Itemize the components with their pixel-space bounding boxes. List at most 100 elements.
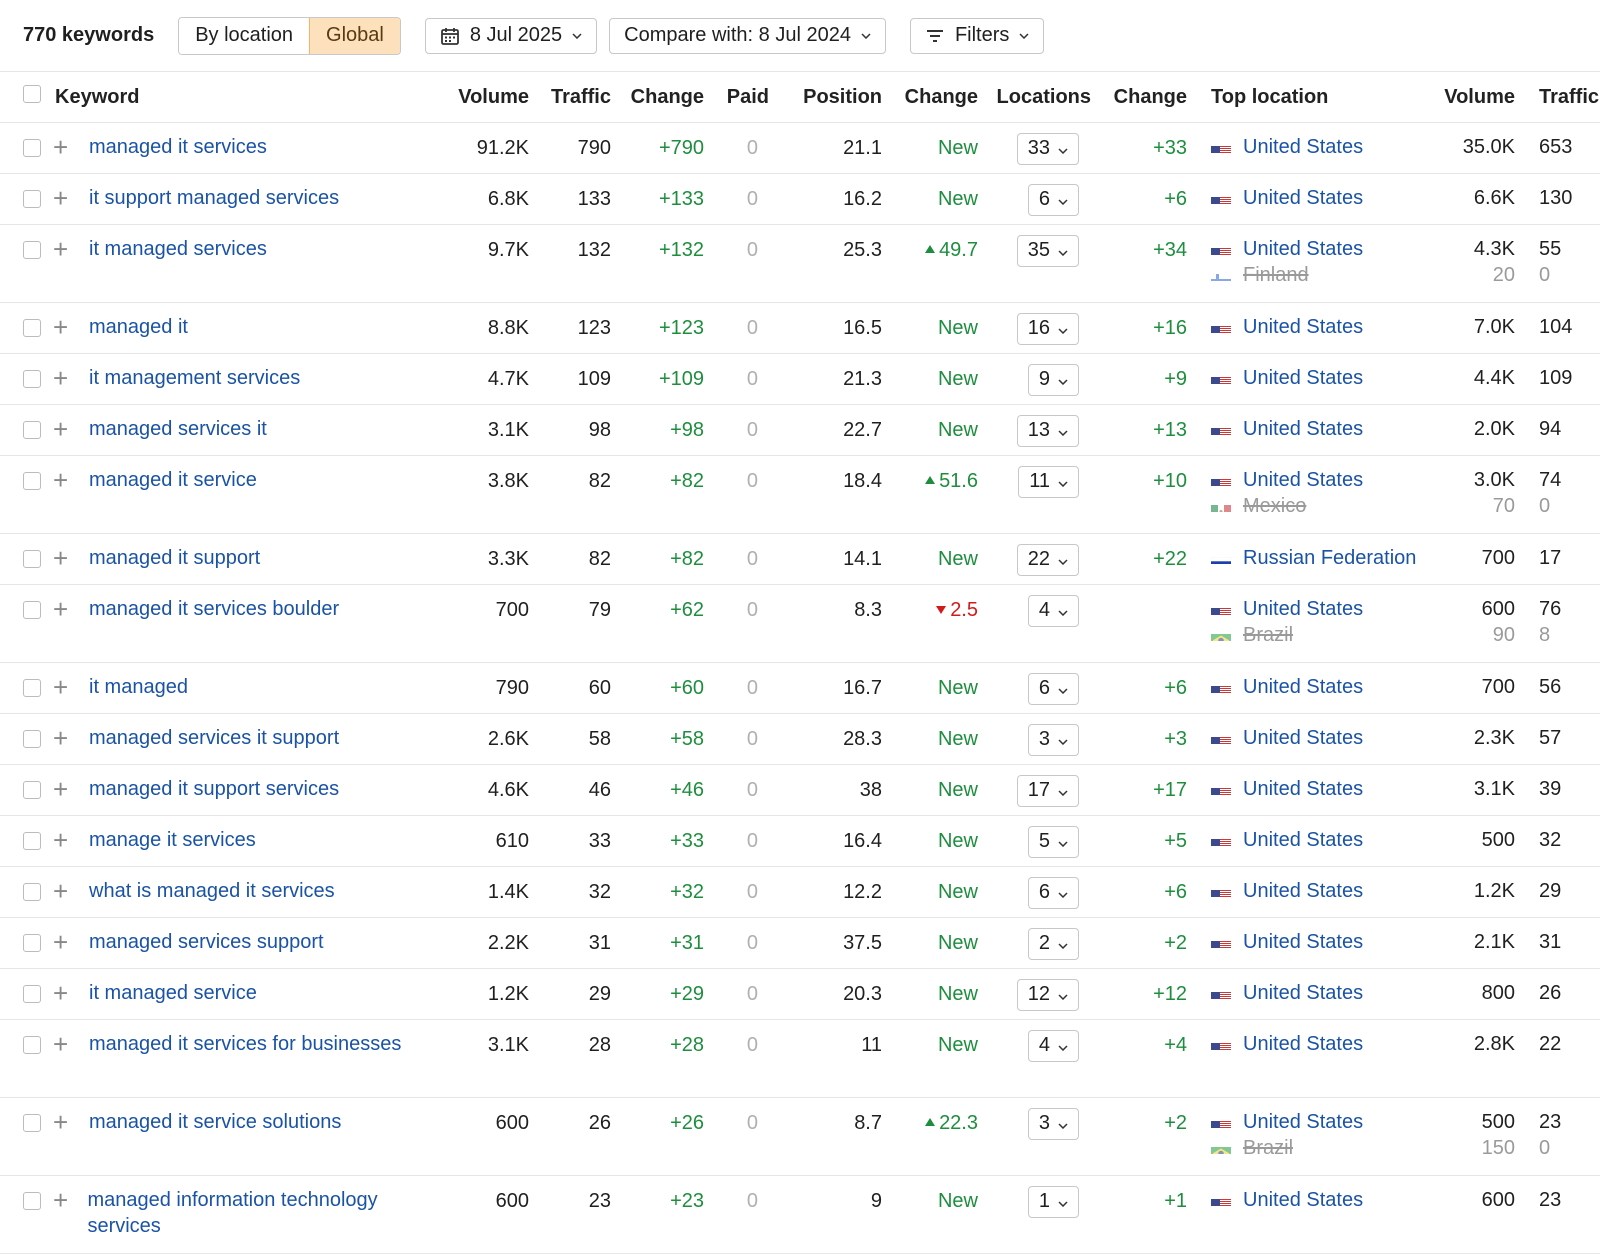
top-location-country[interactable]: United States xyxy=(1243,982,1364,1004)
locations-dropdown[interactable]: 5 xyxy=(1027,825,1079,858)
locations-dropdown[interactable]: 6 xyxy=(1027,672,1079,705)
keyword-link[interactable]: managed services support xyxy=(89,931,324,953)
row-checkbox[interactable] xyxy=(23,241,41,259)
add-keyword-icon[interactable]: + xyxy=(53,132,69,162)
col-position-change[interactable]: Change xyxy=(882,72,978,123)
row-checkbox[interactable] xyxy=(23,472,41,490)
row-checkbox[interactable] xyxy=(23,832,41,850)
row-checkbox[interactable] xyxy=(23,190,41,208)
row-checkbox[interactable] xyxy=(23,1192,41,1210)
row-checkbox[interactable] xyxy=(23,985,41,1003)
keyword-link[interactable]: managed it support services xyxy=(89,778,340,800)
locations-dropdown[interactable]: 17 xyxy=(1016,774,1079,807)
add-keyword-icon[interactable]: + xyxy=(53,672,69,702)
locations-dropdown[interactable]: 9 xyxy=(1027,363,1079,396)
row-checkbox[interactable] xyxy=(23,370,41,388)
locations-dropdown[interactable]: 33 xyxy=(1016,132,1079,165)
col-locations-change[interactable]: Change xyxy=(1091,72,1187,123)
add-keyword-icon[interactable]: + xyxy=(53,414,69,444)
top-location-country[interactable]: United States xyxy=(1243,187,1364,209)
locations-dropdown[interactable]: 6 xyxy=(1027,183,1079,216)
keyword-link[interactable]: managed it services xyxy=(89,136,267,158)
top-location-country[interactable]: United States xyxy=(1243,778,1364,800)
keyword-link[interactable]: it support managed services xyxy=(89,187,340,209)
row-checkbox[interactable] xyxy=(23,1036,41,1054)
keyword-link[interactable]: managed information technology services xyxy=(87,1189,378,1237)
row-checkbox[interactable] xyxy=(23,883,41,901)
top-location-country[interactable]: United States xyxy=(1243,136,1364,158)
locations-dropdown[interactable]: 35 xyxy=(1016,234,1079,267)
keyword-link[interactable]: it managed services xyxy=(89,238,267,260)
add-keyword-icon[interactable]: + xyxy=(53,183,69,213)
locations-dropdown[interactable]: 3 xyxy=(1027,1107,1079,1140)
add-keyword-icon[interactable]: + xyxy=(53,1185,69,1215)
keyword-link[interactable]: managed it xyxy=(89,316,188,338)
add-keyword-icon[interactable]: + xyxy=(53,774,69,804)
compare-date-picker[interactable]: Compare with: 8 Jul 2024 xyxy=(609,17,886,54)
select-all-checkbox[interactable] xyxy=(23,85,41,103)
add-keyword-icon[interactable]: + xyxy=(53,312,69,342)
top-location-country[interactable]: United States xyxy=(1243,1189,1364,1211)
top-location-country[interactable]: United States xyxy=(1243,238,1364,260)
row-checkbox[interactable] xyxy=(23,730,41,748)
add-keyword-icon[interactable]: + xyxy=(53,594,69,624)
add-keyword-icon[interactable]: + xyxy=(53,1107,69,1137)
locations-dropdown[interactable]: 3 xyxy=(1027,723,1079,756)
locations-dropdown[interactable]: 2 xyxy=(1027,927,1079,960)
add-keyword-icon[interactable]: + xyxy=(53,876,69,906)
add-keyword-icon[interactable]: + xyxy=(53,723,69,753)
locations-dropdown[interactable]: 13 xyxy=(1016,414,1079,447)
top-location-country[interactable]: United States xyxy=(1243,316,1364,338)
keyword-link[interactable]: it management services xyxy=(89,367,301,389)
top-location-country[interactable]: United States xyxy=(1243,598,1364,620)
locations-dropdown[interactable]: 12 xyxy=(1016,978,1079,1011)
col-traffic[interactable]: Traffic xyxy=(529,72,611,123)
col-top-volume[interactable]: Volume xyxy=(1421,72,1515,123)
add-keyword-icon[interactable]: + xyxy=(53,825,69,855)
locations-dropdown[interactable]: 6 xyxy=(1027,876,1079,909)
row-checkbox[interactable] xyxy=(23,934,41,952)
col-position[interactable]: Position xyxy=(769,72,882,123)
keyword-link[interactable]: managed services it support xyxy=(89,727,340,749)
add-keyword-icon[interactable]: + xyxy=(53,543,69,573)
top-location-country[interactable]: United States xyxy=(1243,727,1364,749)
locations-dropdown[interactable]: 1 xyxy=(1027,1185,1079,1218)
add-keyword-icon[interactable]: + xyxy=(53,234,69,264)
top-location-country[interactable]: Russian Federation xyxy=(1243,547,1417,569)
add-keyword-icon[interactable]: + xyxy=(53,465,69,495)
top-location-country[interactable]: United States xyxy=(1243,676,1364,698)
keyword-link[interactable]: managed it services for businesses xyxy=(89,1033,402,1055)
col-keyword[interactable]: Keyword xyxy=(55,72,428,123)
row-checkbox[interactable] xyxy=(23,421,41,439)
top-location-country[interactable]: United States xyxy=(1243,829,1364,851)
keyword-link[interactable]: it managed xyxy=(89,676,188,698)
col-paid[interactable]: Paid xyxy=(704,72,769,123)
by-location-button[interactable]: By location xyxy=(179,17,310,54)
filters-button[interactable]: Filters xyxy=(909,17,1045,54)
locations-dropdown[interactable]: 22 xyxy=(1016,543,1079,576)
row-checkbox[interactable] xyxy=(23,550,41,568)
top-location-country[interactable]: United States xyxy=(1243,1111,1364,1133)
col-top-traffic[interactable]: Traffic xyxy=(1515,72,1600,123)
top-location-country[interactable]: United States xyxy=(1243,418,1364,440)
locations-dropdown[interactable]: 11 xyxy=(1018,465,1079,498)
keyword-link[interactable]: managed it service xyxy=(89,469,257,491)
col-locations[interactable]: Locations xyxy=(978,72,1091,123)
global-button[interactable]: Global xyxy=(309,17,400,54)
locations-dropdown[interactable]: 16 xyxy=(1016,312,1079,345)
keyword-link[interactable]: managed it support xyxy=(89,547,261,569)
add-keyword-icon[interactable]: + xyxy=(53,1029,69,1059)
row-checkbox[interactable] xyxy=(23,139,41,157)
keyword-link[interactable]: what is managed it services xyxy=(89,880,335,902)
add-keyword-icon[interactable]: + xyxy=(53,978,69,1008)
top-location-country[interactable]: United States xyxy=(1243,880,1364,902)
row-checkbox[interactable] xyxy=(23,781,41,799)
keyword-link[interactable]: managed it service solutions xyxy=(89,1111,342,1133)
col-traffic-change[interactable]: Change xyxy=(611,72,704,123)
top-location-country[interactable]: United States xyxy=(1243,469,1364,491)
top-location-country[interactable]: United States xyxy=(1243,367,1364,389)
date-picker[interactable]: 8 Jul 2025 xyxy=(424,17,598,54)
row-checkbox[interactable] xyxy=(23,679,41,697)
keyword-link[interactable]: manage it services xyxy=(89,829,256,851)
locations-dropdown[interactable]: 4 xyxy=(1027,594,1079,627)
